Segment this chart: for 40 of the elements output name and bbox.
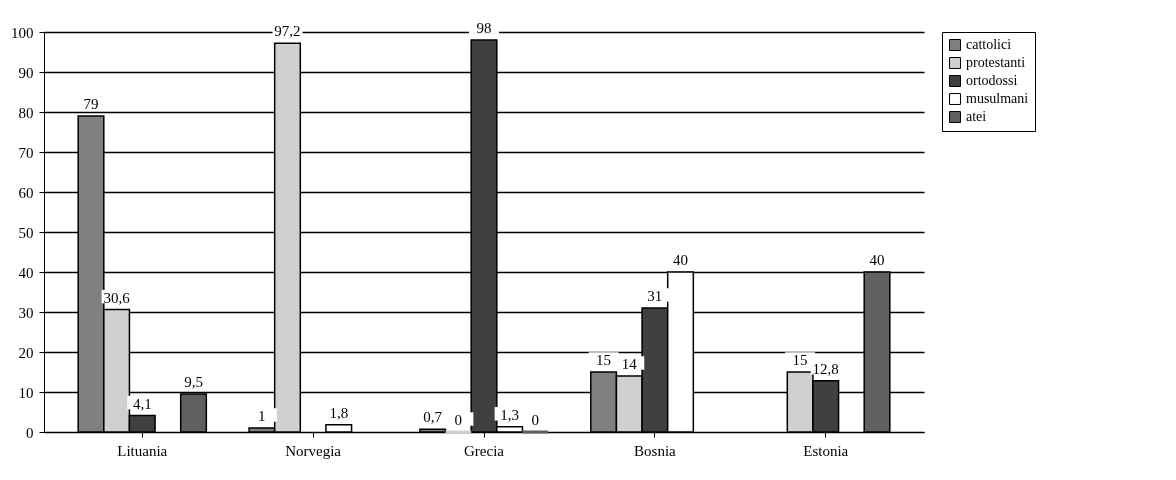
- data-label: 98: [476, 20, 492, 36]
- data-label: 1,8: [329, 404, 349, 421]
- data-label: 79: [83, 96, 99, 112]
- legend-label: atei: [966, 109, 987, 124]
- data-label: 30,6: [103, 289, 131, 306]
- data-label: 0,7: [423, 409, 443, 426]
- legend-label: musulmani: [966, 91, 1029, 106]
- y-tick-label: 10: [18, 384, 34, 401]
- y-tick-label: 20: [18, 344, 34, 361]
- y-tick-label: 100: [11, 24, 34, 41]
- y-tick-label: 70: [18, 144, 34, 161]
- data-label: 14: [621, 356, 638, 372]
- data-label: 40: [673, 252, 688, 268]
- data-label: 1: [258, 408, 266, 424]
- y-tick-label: 30: [18, 304, 34, 321]
- data-label: 12,8: [812, 360, 839, 377]
- x-tick-label: Grecia: [464, 442, 505, 459]
- y-tick-label: 40: [18, 264, 34, 281]
- x-tick-label: Bosnia: [634, 442, 677, 459]
- legend-label: ortodossi: [966, 73, 1018, 88]
- y-tick-label: 60: [18, 184, 34, 201]
- data-label: 31: [647, 288, 663, 304]
- legend-label: protestanti: [966, 55, 1026, 70]
- data-label: 40: [869, 252, 885, 268]
- data-label: 97,2: [274, 23, 301, 40]
- data-label: 0: [454, 412, 463, 428]
- x-tick-label: Lituania: [117, 442, 168, 459]
- y-tick-label: 80: [18, 104, 34, 121]
- data-label: 15: [792, 352, 808, 368]
- x-tick-label: Norvegia: [285, 442, 342, 459]
- data-label: 15: [596, 352, 612, 368]
- y-tick-label: 0: [26, 424, 34, 441]
- data-label: 4,1: [132, 395, 152, 412]
- data-label: 9,5: [184, 374, 203, 390]
- data-label: 0: [531, 412, 540, 428]
- data-label: 1,3: [500, 406, 520, 423]
- y-tick-label: 90: [18, 64, 34, 81]
- y-tick-label: 50: [18, 224, 34, 241]
- x-tick-label: Estonia: [803, 442, 849, 459]
- legend-label: cattolici: [966, 37, 1012, 52]
